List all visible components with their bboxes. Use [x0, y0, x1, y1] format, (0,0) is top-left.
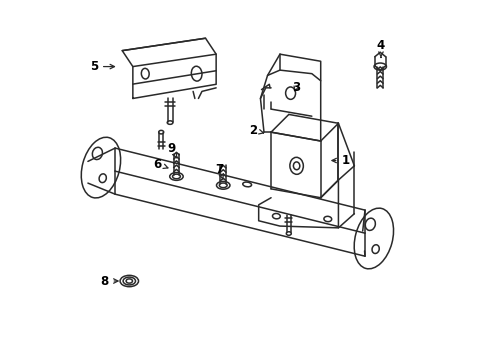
Text: 9: 9 [167, 141, 176, 158]
Text: 8: 8 [100, 275, 118, 288]
Text: 4: 4 [376, 39, 384, 57]
Text: 6: 6 [153, 158, 168, 171]
Text: 2: 2 [249, 124, 263, 137]
Text: 3: 3 [291, 81, 299, 94]
Text: 7: 7 [215, 163, 224, 179]
Text: 5: 5 [90, 60, 114, 73]
Text: 1: 1 [331, 154, 349, 167]
